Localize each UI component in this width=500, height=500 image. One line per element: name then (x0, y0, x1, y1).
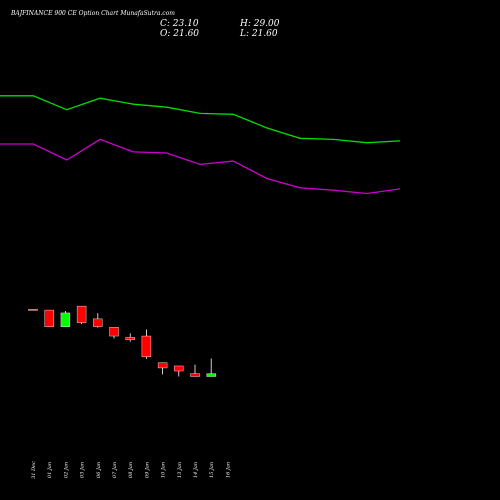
candle (174, 365, 184, 377)
x-tick-label: 14 Jan (193, 462, 199, 478)
x-tick-label: 03 Jan (80, 462, 86, 478)
candle (157, 362, 168, 375)
candle-body-down (93, 318, 103, 327)
candle-body-down (44, 309, 54, 327)
candle (125, 333, 135, 342)
candle-body-down (141, 335, 152, 357)
x-tick-label: 08 Jan (128, 462, 134, 478)
x-tick-label: 02 Jan (63, 462, 69, 478)
x-tick-label: 13 Jan (177, 462, 183, 478)
x-tick-label: 15 Jan (209, 462, 215, 478)
candle-body-down (28, 309, 38, 311)
candle (44, 309, 54, 327)
candle-body-down (76, 305, 87, 323)
candle-body-up (206, 373, 216, 377)
candle (206, 358, 216, 377)
chart-title: BAJFINANCE 900 CE Option Chart MunafaSut… (11, 10, 175, 17)
x-tick-label: 16 Jan (225, 462, 231, 478)
candle-body-down (125, 337, 135, 340)
x-tick-label: 10 Jan (161, 462, 167, 478)
lower-indicator-line (0, 138, 401, 195)
candle-body-down (109, 327, 119, 337)
upper-indicator-line (0, 95, 401, 144)
x-tick-label: 31 Dec (31, 461, 37, 479)
candle (93, 313, 103, 328)
candles (28, 305, 216, 377)
candle-body-down (157, 362, 168, 369)
candle (28, 309, 38, 311)
candle (60, 310, 71, 328)
candle (109, 327, 119, 339)
x-tick-label: 01 Jan (47, 462, 53, 478)
low-readout: L: 21.60 (240, 29, 278, 39)
candle-body-up (60, 312, 71, 328)
close-readout: C: 23.10 (160, 19, 199, 29)
candle (76, 305, 87, 325)
x-axis: 31 Dec 01 Jan 02 Jan 03 Jan 06 Jan 07 Jan 08 J… (31, 461, 231, 479)
candle-body-down (174, 365, 184, 372)
indicator-lines (0, 95, 401, 195)
candle (190, 364, 200, 377)
x-tick-label: 07 Jan (112, 462, 118, 478)
high-readout: H: 29.00 (240, 19, 280, 29)
open-readout: O: 21.60 (160, 29, 200, 39)
candle (141, 329, 152, 359)
x-tick-label: 09 Jan (144, 462, 150, 478)
x-tick-label: 06 Jan (96, 462, 102, 478)
candle-body-down (190, 373, 200, 377)
